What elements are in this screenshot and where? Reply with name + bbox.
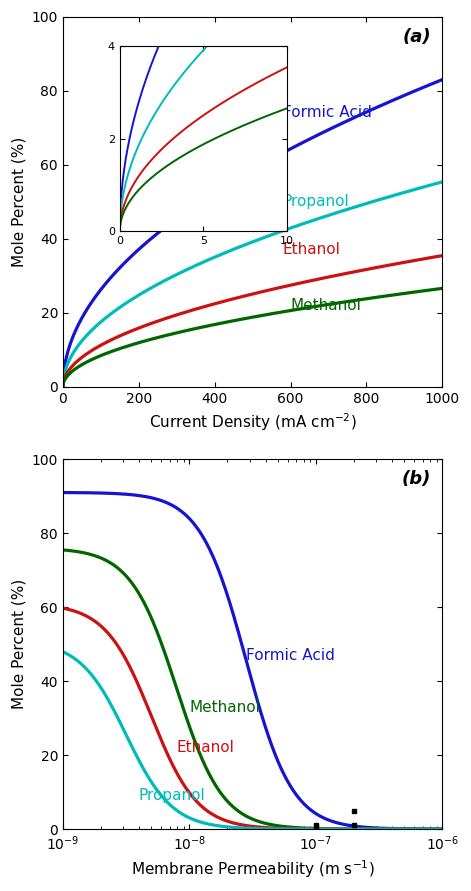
Text: (b): (b) — [402, 470, 431, 488]
Text: Methanol: Methanol — [291, 298, 361, 313]
Text: Ethanol: Ethanol — [283, 242, 341, 257]
Text: Ethanol: Ethanol — [177, 740, 235, 756]
Text: Formic Acid: Formic Acid — [246, 648, 335, 663]
Text: Propanol: Propanol — [283, 194, 350, 209]
Y-axis label: Mole Percent (%): Mole Percent (%) — [11, 579, 26, 709]
X-axis label: Current Density (mA cm$^{-2}$): Current Density (mA cm$^{-2}$) — [149, 411, 357, 433]
Text: Propanol: Propanol — [139, 789, 205, 804]
Text: Formic Acid: Formic Acid — [283, 105, 372, 120]
Text: (a): (a) — [402, 28, 431, 45]
X-axis label: Membrane Permeability (m s$^{-1}$): Membrane Permeability (m s$^{-1}$) — [131, 858, 374, 880]
Y-axis label: Mole Percent (%): Mole Percent (%) — [11, 136, 26, 266]
Text: Methanol: Methanol — [189, 699, 260, 715]
